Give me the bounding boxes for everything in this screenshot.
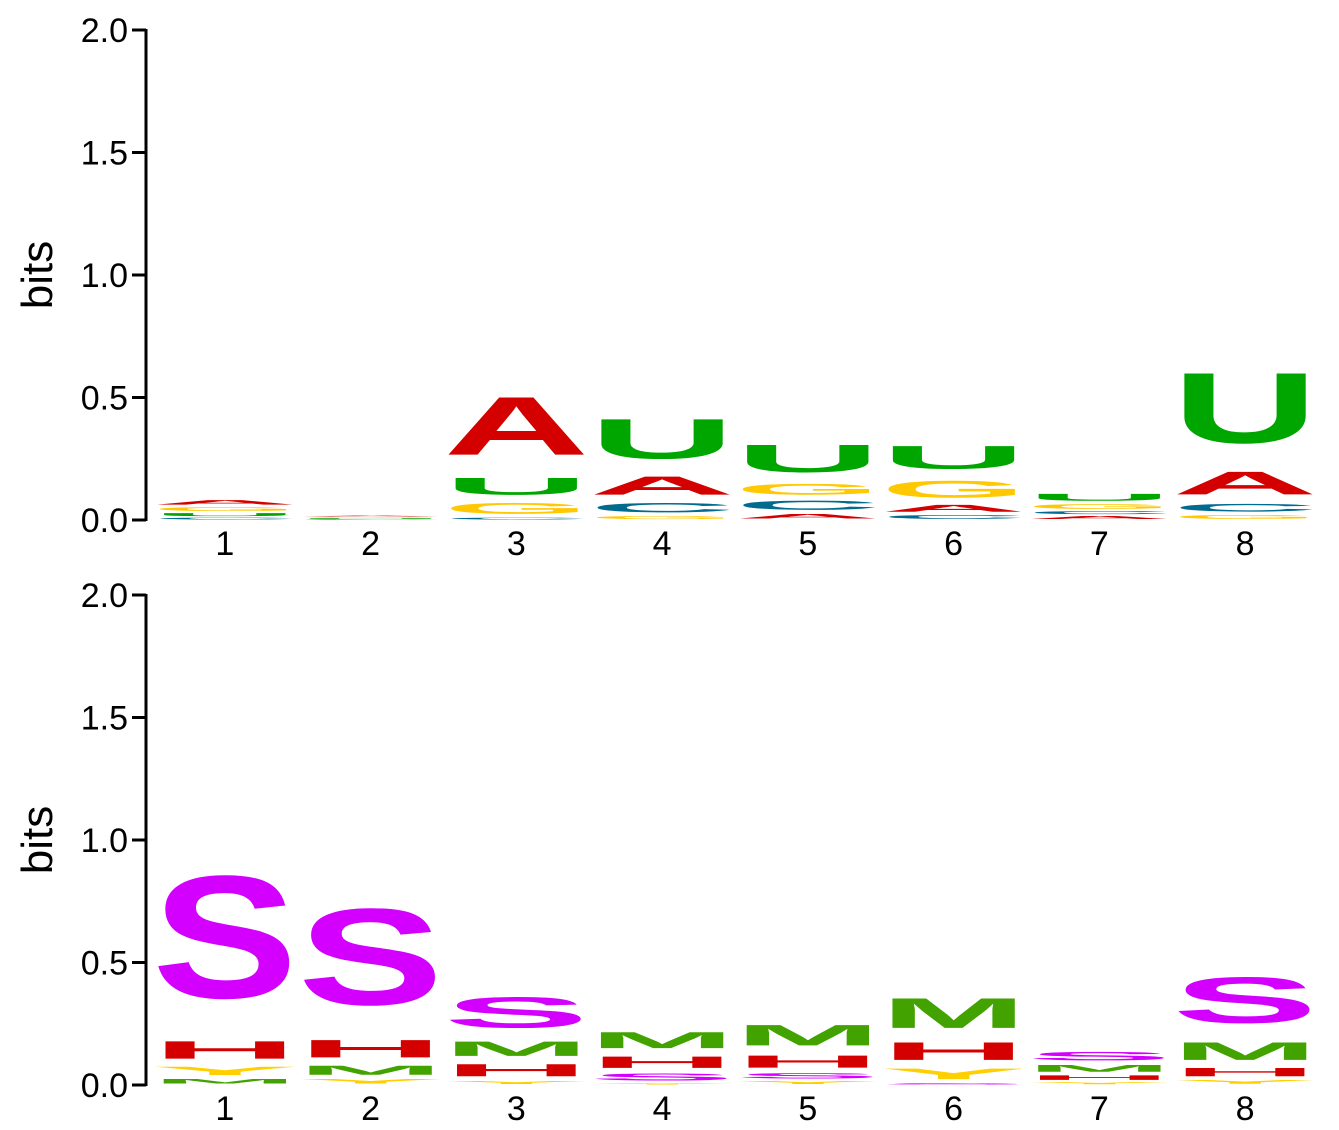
- x-tick-label: 7: [1090, 1090, 1109, 1128]
- y-tick-label: 0.0: [81, 502, 128, 540]
- x-tick-label: 8: [1236, 525, 1255, 563]
- logo-letter-M: M: [152, 1078, 298, 1085]
- logo-letter-G: G: [1027, 503, 1173, 510]
- logo-letter-S: S: [298, 880, 444, 1034]
- logo-letter-Y: Y: [444, 1080, 590, 1085]
- logo-letter-C: C: [589, 500, 735, 515]
- logo-letter-G: G: [152, 506, 298, 512]
- x-tick-label: 3: [507, 1090, 526, 1128]
- logo-letter-U: U: [1027, 492, 1173, 503]
- logo-letter-C: C: [444, 517, 590, 520]
- logo-letter-Y: Y: [881, 1065, 1027, 1082]
- x-tick-label: 7: [1090, 525, 1109, 563]
- y-axis-title: bits: [13, 806, 62, 874]
- logo-letter-C: C: [881, 514, 1027, 520]
- y-tick-label: 1.5: [81, 700, 128, 738]
- logo-letter-C: C: [1172, 502, 1318, 514]
- x-tick-label: 2: [361, 525, 380, 563]
- logo-letter-G: G: [444, 500, 590, 517]
- x-tick-label: 5: [798, 525, 817, 563]
- logo-letter-Y: Y: [298, 1078, 444, 1085]
- logo-letter-U: U: [152, 512, 298, 517]
- logo-letter-G: G: [881, 476, 1027, 503]
- logo-letter-S: S: [735, 1071, 881, 1080]
- logo-letter-Y: Y: [735, 1080, 881, 1085]
- logo-letter-H: H: [735, 1052, 881, 1072]
- logo-letter-M: M: [589, 1027, 735, 1053]
- logo-letter-H: H: [298, 1035, 444, 1063]
- logo-letter-S: S: [1172, 964, 1318, 1037]
- logo-letter-H: H: [589, 1053, 735, 1071]
- logo-letter-C: C: [1027, 510, 1173, 515]
- logo-letter-H: H: [444, 1060, 590, 1080]
- logo-letter-S: S: [881, 1083, 1027, 1085]
- logo-letter-S: S: [444, 988, 590, 1037]
- logo-letter-Y: Y: [152, 1064, 298, 1077]
- logo-letter-Y: Y: [1027, 1081, 1173, 1085]
- x-tick-label: 6: [944, 525, 963, 563]
- x-tick-label: 4: [653, 525, 672, 563]
- logo-letter-S: S: [1027, 1049, 1173, 1062]
- logo-letter-S: S: [589, 1071, 735, 1082]
- logo-letter-U: U: [589, 407, 735, 470]
- y-tick-label: 0.0: [81, 1067, 128, 1105]
- x-tick-label: 2: [361, 1090, 380, 1128]
- logo-letter-H: H: [881, 1037, 1027, 1065]
- logo-letter-G: G: [1172, 514, 1318, 520]
- logo-letter-C: C: [152, 517, 298, 520]
- x-tick-label: 1: [215, 1090, 234, 1128]
- logo-letter-H: H: [152, 1036, 298, 1064]
- logo-letter-A: A: [298, 515, 444, 516]
- logo-letter-U: U: [735, 436, 881, 480]
- logo-letter-A: A: [589, 471, 735, 500]
- logo-letter-C: C: [735, 498, 881, 513]
- logo-letter-M: M: [1172, 1037, 1318, 1065]
- logo-letter-H: H: [1027, 1074, 1173, 1081]
- x-tick-label: 4: [653, 1090, 672, 1128]
- y-axis-title: bits: [13, 241, 62, 309]
- y-tick-label: 2.0: [81, 577, 128, 615]
- y-tick-label: 0.5: [81, 945, 128, 983]
- logo-letter-G: G: [298, 517, 444, 518]
- logo-letter-Y: Y: [589, 1083, 735, 1085]
- logo-letter-C: C: [298, 519, 444, 520]
- x-tick-label: 5: [798, 1090, 817, 1128]
- logo-letter-G: G: [589, 515, 735, 520]
- logo-letter-A: A: [152, 499, 298, 506]
- logo-letter-A: A: [735, 513, 881, 520]
- logo-letter-M: M: [1027, 1063, 1173, 1074]
- y-tick-label: 1.0: [81, 257, 128, 295]
- logo-letter-U: U: [1172, 352, 1318, 464]
- y-tick-label: 1.5: [81, 135, 128, 173]
- logo-letter-H: H: [1172, 1065, 1318, 1078]
- y-tick-label: 1.0: [81, 822, 128, 860]
- x-tick-label: 8: [1236, 1090, 1255, 1128]
- x-tick-label: 1: [215, 525, 234, 563]
- logo-letter-U: U: [298, 518, 444, 519]
- y-tick-label: 0.5: [81, 380, 128, 418]
- logo-letter-A: A: [444, 379, 590, 472]
- logo-letter-A: A: [1172, 465, 1318, 502]
- logo-letter-A: A: [881, 503, 1027, 514]
- logo-letter-M: M: [444, 1037, 590, 1060]
- logo-letter-A: A: [1027, 515, 1173, 520]
- logo-letter-Y: Y: [1172, 1079, 1318, 1085]
- x-tick-label: 6: [944, 1090, 963, 1128]
- logo-letter-M: M: [735, 1019, 881, 1052]
- x-tick-label: 3: [507, 525, 526, 563]
- logo-letter-G: G: [735, 481, 881, 498]
- y-tick-label: 2.0: [81, 12, 128, 50]
- logo-letter-M: M: [298, 1063, 444, 1078]
- logo-letter-U: U: [881, 439, 1027, 476]
- logo-letter-U: U: [444, 473, 590, 500]
- logo-letter-M: M: [881, 989, 1027, 1037]
- logo-letter-S: S: [152, 839, 298, 1034]
